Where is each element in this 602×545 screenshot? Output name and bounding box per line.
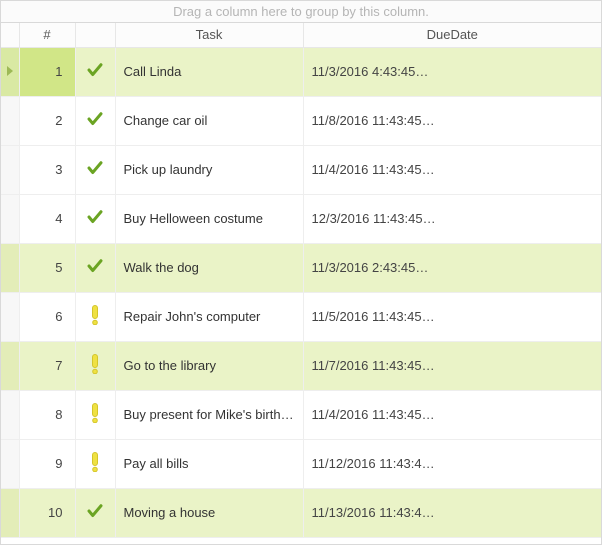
row-task-cell[interactable]: Call Linda <box>115 47 303 96</box>
row-duedate-cell[interactable]: 11/8/2016 11:43:45… <box>303 96 601 145</box>
row-indicator-cell[interactable] <box>1 341 19 390</box>
row-task-cell[interactable]: Go to the library <box>115 341 303 390</box>
row-duedate-cell[interactable]: 11/4/2016 11:43:45… <box>303 145 601 194</box>
row-duedate-cell[interactable]: 11/4/2016 11:43:45… <box>303 390 601 439</box>
table-row[interactable]: 7 Go to the library11/7/2016 11:43:45… <box>1 341 601 390</box>
table-row[interactable]: 10 Moving a house11/13/2016 11:43:4… <box>1 488 601 537</box>
row-duedate-cell[interactable]: 11/3/2016 4:43:45… <box>303 47 601 96</box>
row-duedate-cell[interactable]: 11/7/2016 11:43:45… <box>303 341 601 390</box>
check-icon <box>86 502 104 520</box>
table-row[interactable]: 4 Buy Helloween costume12/3/2016 11:43:45… <box>1 194 601 243</box>
row-status-cell[interactable] <box>75 341 115 390</box>
row-duedate-cell[interactable]: 12/3/2016 11:43:45… <box>303 194 601 243</box>
row-status-cell[interactable] <box>75 47 115 96</box>
col-header-task[interactable]: Task <box>115 23 303 47</box>
row-indicator-cell[interactable] <box>1 96 19 145</box>
row-indicator-cell[interactable] <box>1 390 19 439</box>
grid-scroll-viewport[interactable]: # Task DueDate 1 Call Linda11/3/2016 4:43… <box>1 23 601 544</box>
row-number-cell[interactable]: 10 <box>19 488 75 537</box>
table-row[interactable]: 3 Pick up laundry11/4/2016 11:43:45… <box>1 145 601 194</box>
row-task-cell[interactable]: Pay all bills <box>115 439 303 488</box>
row-indicator-cell[interactable] <box>1 488 19 537</box>
row-number-cell[interactable]: 2 <box>19 96 75 145</box>
grid-header-row: # Task DueDate <box>1 23 601 47</box>
row-number-cell[interactable]: 3 <box>19 145 75 194</box>
row-number-cell[interactable]: 4 <box>19 194 75 243</box>
row-task-cell[interactable]: Repair John's computer <box>115 292 303 341</box>
row-status-cell[interactable] <box>75 390 115 439</box>
row-indicator-cell[interactable] <box>1 47 19 96</box>
check-icon <box>86 208 104 226</box>
row-indicator-cell[interactable] <box>1 292 19 341</box>
table-row[interactable]: 9 Pay all bills11/12/2016 11:43:4… <box>1 439 601 488</box>
row-indicator-cell[interactable] <box>1 439 19 488</box>
row-task-cell[interactable]: Walk the dog <box>115 243 303 292</box>
row-number-cell[interactable]: 5 <box>19 243 75 292</box>
row-status-cell[interactable] <box>75 96 115 145</box>
row-task-cell[interactable]: Buy Helloween costume <box>115 194 303 243</box>
check-icon <box>86 257 104 275</box>
row-duedate-cell[interactable]: 11/5/2016 11:43:45… <box>303 292 601 341</box>
col-header-indicator[interactable] <box>1 23 19 47</box>
warning-icon <box>92 403 98 423</box>
check-icon <box>86 159 104 177</box>
warning-icon <box>92 354 98 374</box>
row-indicator-icon <box>7 66 13 76</box>
row-indicator-cell[interactable] <box>1 194 19 243</box>
row-task-cell[interactable]: Pick up laundry <box>115 145 303 194</box>
row-indicator-cell[interactable] <box>1 145 19 194</box>
col-header-duedate[interactable]: DueDate <box>303 23 601 47</box>
table-row[interactable]: 1 Call Linda11/3/2016 4:43:45… <box>1 47 601 96</box>
row-status-cell[interactable] <box>75 243 115 292</box>
table-row[interactable]: 5 Walk the dog11/3/2016 2:43:45… <box>1 243 601 292</box>
table-row[interactable]: 2 Change car oil11/8/2016 11:43:45… <box>1 96 601 145</box>
col-header-number[interactable]: # <box>19 23 75 47</box>
row-duedate-cell[interactable]: 11/13/2016 11:43:4… <box>303 488 601 537</box>
table-row[interactable]: 8 Buy present for Mike's birthday11/4/201… <box>1 390 601 439</box>
row-number-cell[interactable]: 7 <box>19 341 75 390</box>
row-number-cell[interactable]: 1 <box>19 47 75 96</box>
row-number-cell[interactable]: 9 <box>19 439 75 488</box>
group-by-panel[interactable]: Drag a column here to group by this colu… <box>1 1 601 23</box>
row-task-cell[interactable]: Buy present for Mike's birthday <box>115 390 303 439</box>
check-icon <box>86 61 104 79</box>
row-status-cell[interactable] <box>75 292 115 341</box>
row-indicator-cell[interactable] <box>1 243 19 292</box>
row-task-cell[interactable]: Moving a house <box>115 488 303 537</box>
warning-icon <box>92 305 98 325</box>
row-number-cell[interactable]: 6 <box>19 292 75 341</box>
row-status-cell[interactable] <box>75 488 115 537</box>
row-duedate-cell[interactable]: 11/12/2016 11:43:4… <box>303 439 601 488</box>
grid-body: 1 Call Linda11/3/2016 4:43:45… 2 Change car… <box>1 47 601 537</box>
check-icon <box>86 110 104 128</box>
row-number-cell[interactable]: 8 <box>19 390 75 439</box>
table-row[interactable]: 6 Repair John's computer11/5/2016 11:43:4… <box>1 292 601 341</box>
row-task-cell[interactable]: Change car oil <box>115 96 303 145</box>
col-header-status[interactable] <box>75 23 115 47</box>
task-grid: Drag a column here to group by this colu… <box>0 0 602 545</box>
grid-table: # Task DueDate 1 Call Linda11/3/2016 4:43… <box>1 23 601 538</box>
row-status-cell[interactable] <box>75 145 115 194</box>
row-duedate-cell[interactable]: 11/3/2016 2:43:45… <box>303 243 601 292</box>
warning-icon <box>92 452 98 472</box>
row-status-cell[interactable] <box>75 439 115 488</box>
row-status-cell[interactable] <box>75 194 115 243</box>
